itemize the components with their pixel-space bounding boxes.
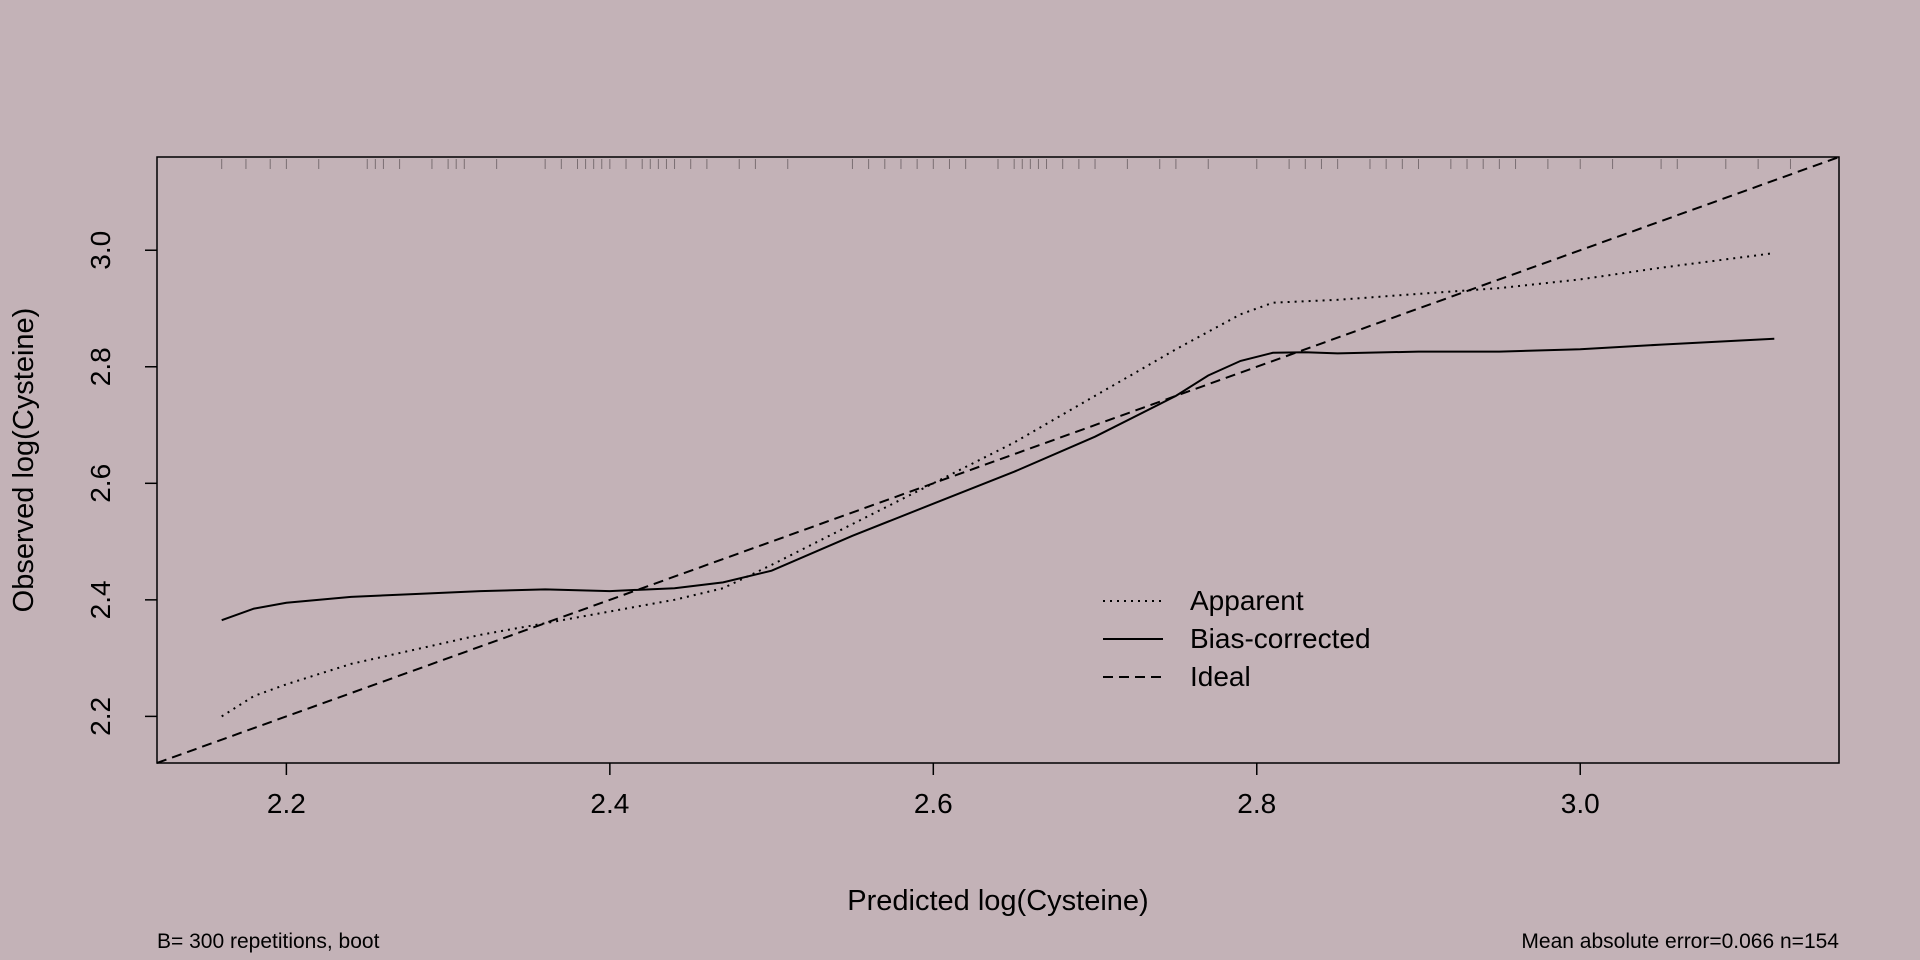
x-tick-label: 2.8 xyxy=(1237,788,1276,819)
x-axis: 2.2 2.4 2.6 2.8 3.0 xyxy=(267,763,1600,819)
y-tick-label: 2.8 xyxy=(85,347,116,386)
rug-marks xyxy=(221,159,1791,169)
series-line-bias-corrected xyxy=(221,337,1775,622)
series-line-apparent xyxy=(221,252,1775,718)
y-tick-label: 3.0 xyxy=(85,231,116,270)
y-axis-title: Observed log(Cysteine) xyxy=(8,308,40,613)
footer-left-note: B= 300 repetitions, boot xyxy=(157,930,380,953)
legend-label-ideal: Ideal xyxy=(1190,661,1251,692)
y-tick-label: 2.4 xyxy=(85,580,116,619)
legend-label-apparent: Apparent xyxy=(1190,585,1304,616)
x-tick-label: 2.4 xyxy=(590,788,629,819)
y-axis: 2.2 2.4 2.6 2.8 3.0 xyxy=(85,231,157,736)
x-tick-label: 2.2 xyxy=(267,788,306,819)
plot-frame xyxy=(156,156,1840,764)
y-tick-label: 2.2 xyxy=(85,697,116,736)
y-tick-label: 2.6 xyxy=(85,464,116,503)
footer-right-note: Mean absolute error=0.066 n=154 xyxy=(1521,930,1839,953)
legend-label-bias-corrected: Bias-corrected xyxy=(1190,623,1371,654)
x-axis-title: Predicted log(Cysteine) xyxy=(847,885,1148,917)
series-line-ideal xyxy=(156,156,1840,764)
series-lines xyxy=(156,156,1840,764)
legend: Apparent Bias-corrected Ideal xyxy=(1103,585,1371,692)
x-tick-label: 2.6 xyxy=(914,788,953,819)
x-tick-label: 3.0 xyxy=(1561,788,1600,819)
